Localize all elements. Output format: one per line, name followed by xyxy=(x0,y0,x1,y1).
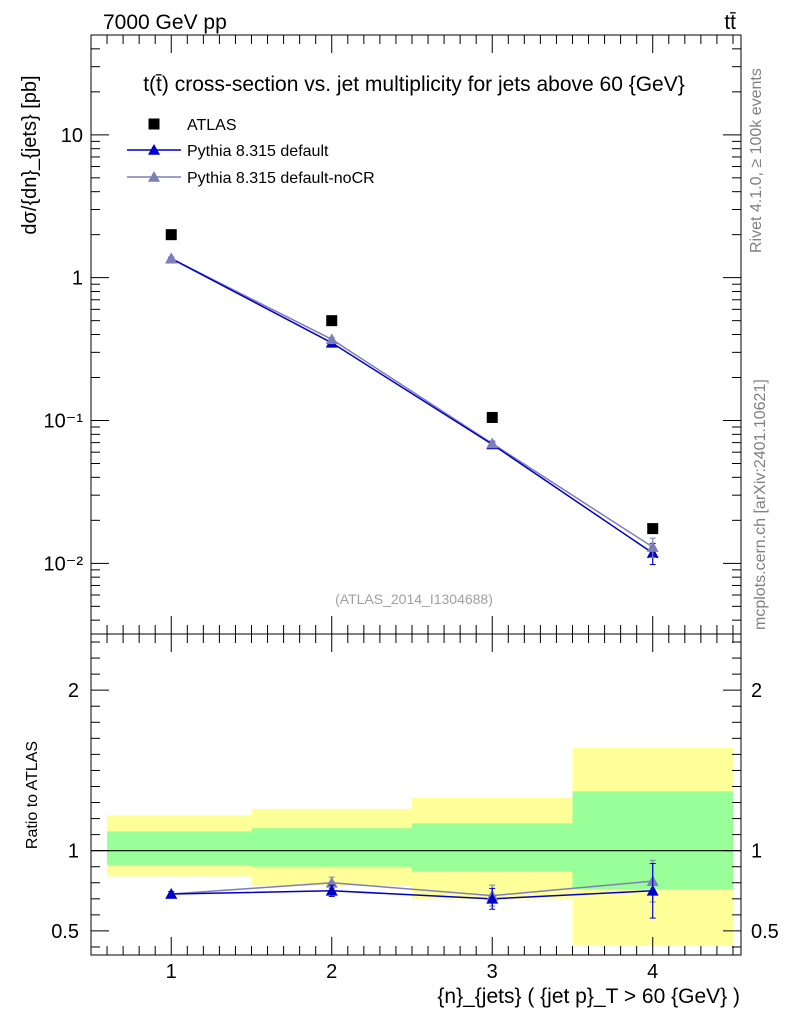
header-process: tt̄ xyxy=(724,11,736,34)
rivet-label: Rivet 4.1.0, ≥ 100k events xyxy=(748,68,765,253)
y-tick-label-main: 1 xyxy=(72,268,83,290)
y-axis-label-ratio: Ratio to ATLAS xyxy=(24,741,41,849)
ratio-line-nocr xyxy=(171,880,653,897)
ratio-frame xyxy=(90,633,742,956)
y-tick-label-main: 10⁻² xyxy=(44,553,84,575)
mcplots-label: mcplots.cern.ch [arXiv:2401.10621] xyxy=(752,379,769,630)
chart-title: t(t̄) cross-section vs. jet multiplicity… xyxy=(143,73,685,96)
ratio-panel: 0.5 0.5 1 1 2 2 1 2 3 4 Ratio to ATLAS {n}_{jets}… xyxy=(24,633,779,1008)
band-inner xyxy=(251,828,412,867)
point-nocr xyxy=(486,437,499,449)
ratio-point-default xyxy=(325,884,338,896)
point-nocr xyxy=(325,333,338,345)
series-line-nocr xyxy=(170,257,654,548)
ratio-line-default xyxy=(171,890,653,900)
legend: ATLAS Pythia 8.315 default Pythia 8.315 de… xyxy=(127,117,375,187)
legend-marker-default xyxy=(148,144,160,155)
legend-label-default: Pythia 8.315 default xyxy=(187,143,329,160)
y-tick-label-ratio-left: 1 xyxy=(68,841,79,863)
legend-marker-nocr xyxy=(148,171,160,182)
x-tick-label: 3 xyxy=(487,961,498,983)
y-tick-label-ratio-left: 2 xyxy=(68,680,79,702)
point-atlas xyxy=(326,315,338,327)
point-nocr xyxy=(646,541,659,552)
legend-label-nocr: Pythia 8.315 default-noCR xyxy=(187,170,375,187)
y-tick-label-ratio-right: 2 xyxy=(751,680,762,702)
x-axis-label: {n}_{jets} ( {jet p}_T > 60 {GeV} ) xyxy=(437,985,740,1008)
main-panel: 10⁻² 10⁻¹ 1 10 (ATLAS_2014_I1304688) t(t̄) … xyxy=(19,34,742,635)
ratio-point-default xyxy=(646,884,659,896)
point-atlas xyxy=(486,411,498,423)
y-tick-label-ratio-right: 1 xyxy=(751,841,762,863)
y-tick-label-ratio-right: 0.5 xyxy=(751,921,779,943)
x-tick-label: 2 xyxy=(326,961,337,983)
point-atlas xyxy=(647,523,659,535)
point-atlas xyxy=(165,229,177,241)
x-tick-label: 1 xyxy=(166,961,177,983)
analysis-id: (ATLAS_2014_I1304688) xyxy=(335,591,493,607)
y-tick-label-main: 10⁻¹ xyxy=(44,410,84,432)
band-inner xyxy=(411,823,573,872)
legend-marker-atlas xyxy=(148,118,160,130)
y-tick-label-main: 10 xyxy=(61,125,83,147)
header-energy: 7000 GeV pp xyxy=(103,11,227,34)
point-nocr xyxy=(165,252,178,264)
series-line-default xyxy=(170,257,654,554)
x-tick-label: 4 xyxy=(647,961,658,983)
legend-label-atlas: ATLAS xyxy=(187,117,237,134)
ratio-point-default xyxy=(486,892,499,904)
band-inner xyxy=(107,831,252,866)
ratio-point-default xyxy=(165,888,178,899)
y-axis-label-main: dσ/{dn}_{jets} [pb] xyxy=(19,75,41,234)
y-tick-label-ratio-left: 0.5 xyxy=(51,921,79,943)
